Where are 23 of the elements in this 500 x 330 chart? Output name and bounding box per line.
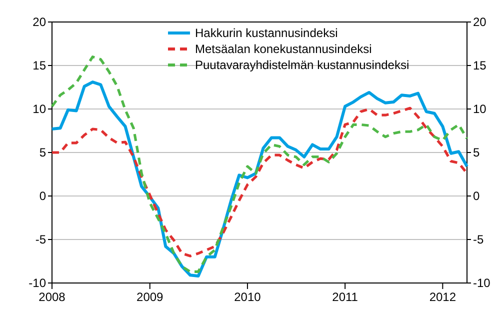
y-tick-label: 15	[32, 58, 46, 73]
y2-tick-label: -10	[473, 276, 491, 290]
line-series	[50, 106, 468, 258]
x-tick-label: 2008	[38, 290, 66, 304]
y2-tick-label: 20	[473, 15, 487, 30]
legend-label: Metsäalan konekustannusindeksi	[195, 42, 372, 56]
x-tick-label: 2012	[429, 290, 456, 304]
x-tick-label: 2011	[332, 290, 358, 304]
legend-label: Puutavarayhdistelmän kustannusindeksi	[195, 58, 410, 72]
y-tick-label: -10	[28, 276, 46, 290]
x-tick-label: 2010	[234, 290, 262, 304]
y2-tick-label: 15	[473, 58, 487, 73]
y2-tick-label: 10	[473, 102, 487, 116]
x-tick-label: 2009	[136, 290, 164, 304]
y2-tick-label: 5	[473, 146, 480, 160]
legend-label: Hakkurin kustannusindeksi	[195, 26, 338, 40]
y2-tick-label: 0	[473, 189, 480, 204]
y-tick-label: 0	[39, 189, 46, 204]
y-tick-label: 10	[32, 102, 46, 116]
y-tick-label: 20	[32, 15, 46, 30]
y2-tick-label: -5	[473, 232, 484, 247]
y-tick-label: -5	[35, 232, 46, 247]
y-tick-label: 5	[39, 146, 46, 160]
